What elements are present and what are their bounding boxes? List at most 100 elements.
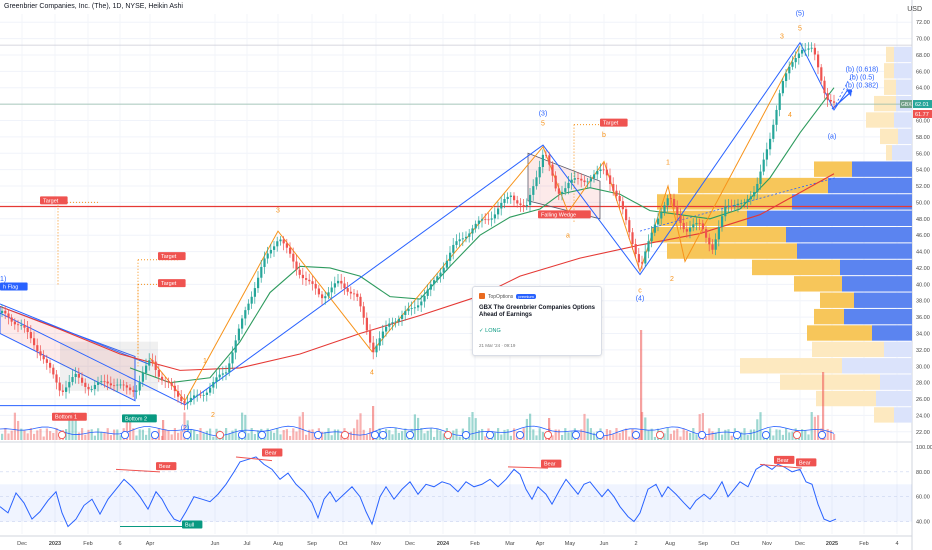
candle-body [292, 253, 295, 262]
candle-body [493, 214, 496, 219]
event-marker-icon [340, 430, 350, 440]
label-box-text: Bottom 1 [55, 415, 77, 421]
candle-body [420, 301, 423, 306]
candle-body [154, 361, 157, 371]
time-tick-label: Nov [371, 541, 381, 547]
candle-body [442, 267, 445, 273]
volume-bar [113, 429, 116, 440]
event-marker-icon [543, 430, 553, 440]
candle-body [631, 232, 634, 245]
candle-body [586, 181, 589, 183]
volume-profile-down [842, 276, 912, 292]
candle-body [365, 317, 368, 331]
volume-bar [49, 431, 52, 440]
volume-bar [23, 430, 26, 440]
volume-bar [295, 431, 298, 440]
volume-bar [87, 429, 90, 440]
volume-bar [513, 428, 516, 440]
volume-bar [551, 435, 554, 440]
volume-bar [109, 435, 112, 440]
volume-bar [7, 433, 10, 440]
news-title[interactable]: GBX The Greenbrier Companies Options Ahe… [479, 305, 596, 318]
volume-bar [324, 432, 327, 440]
volume-profile-up [886, 46, 894, 63]
price-tick-label: 56.00 [916, 151, 930, 157]
price-tick-label: 60.00 [916, 119, 930, 125]
event-marker-icon [257, 430, 267, 440]
time-tick-label: Jun [211, 541, 220, 547]
candle-body [791, 62, 794, 67]
event-marker-icon [237, 430, 247, 440]
second-price-tag-bg [913, 109, 932, 118]
volume-bar [196, 434, 199, 440]
volume-bar [1, 433, 4, 440]
volume-bar [455, 428, 458, 440]
event-marker-icon [792, 430, 802, 440]
event-marker-icon [485, 430, 495, 440]
volume-profile-down [894, 46, 912, 63]
label-box [52, 412, 87, 421]
volume-bar [125, 416, 128, 440]
candle-body [333, 283, 336, 288]
volume-bar [394, 428, 397, 440]
annotations: (5) 5 3 4 (a) (b) (0.618) (b) (0.5)(b) (0.382)… [0, 11, 878, 432]
label-box-text: Target [603, 121, 619, 127]
volume-bar [244, 414, 247, 440]
volume-bar [826, 428, 829, 440]
elliott-wave-major [0, 41, 849, 406]
volume-bar [698, 414, 701, 440]
candle-body [695, 223, 698, 225]
arrow-head-icon [846, 89, 852, 97]
candle-body [740, 203, 743, 205]
volume-bar [525, 418, 528, 440]
candle-body [103, 381, 106, 383]
candle-body [125, 385, 128, 388]
volume-bar [759, 412, 762, 440]
candle-body [612, 184, 615, 191]
candle-body [164, 380, 167, 382]
candle-body [65, 387, 68, 392]
candle-body [279, 239, 282, 242]
volume-bar [692, 428, 695, 440]
candle-body [257, 277, 260, 289]
candle-body [26, 327, 29, 333]
candle-body [509, 195, 512, 197]
news-source: TopOptions premium [479, 293, 536, 300]
volume-profile-down [747, 210, 912, 226]
candle-body [583, 180, 586, 183]
volume-bar [506, 429, 509, 440]
candle-body [753, 192, 756, 197]
event-marker-icon [655, 430, 665, 440]
time-tick-label: Oct [339, 541, 348, 547]
wave-label: a [566, 233, 570, 240]
time-tick-label: 4 [895, 541, 898, 547]
volume-bar [541, 431, 544, 440]
volume-bar [29, 428, 32, 440]
candle-body [29, 332, 32, 339]
volume-bar [452, 430, 455, 440]
volume-bar [285, 429, 288, 440]
candle-body [404, 311, 407, 315]
label-box-text: Target [161, 281, 177, 287]
news-card[interactable]: TopOptions premium GBX The Greenbrier Com… [472, 286, 602, 356]
candle-body [372, 342, 375, 353]
rsi-label-text: Bear [159, 464, 171, 470]
volume-bar [247, 433, 250, 440]
event-marker-icon [313, 430, 323, 440]
candle-body [273, 246, 276, 250]
candle-body [669, 198, 672, 200]
event-marker-icon [120, 430, 130, 440]
volume-bar [42, 436, 45, 440]
volume-profile-down [792, 194, 912, 210]
volume-bar [138, 429, 141, 440]
candle-body [551, 164, 554, 176]
candle-body [106, 381, 109, 384]
volume-bar [561, 434, 564, 440]
candle-body [186, 401, 189, 404]
time-tick-label: May [565, 541, 576, 547]
candle-body [797, 53, 800, 59]
candle-body [471, 228, 474, 234]
volume-bar [250, 428, 253, 440]
candle-body [641, 262, 644, 264]
